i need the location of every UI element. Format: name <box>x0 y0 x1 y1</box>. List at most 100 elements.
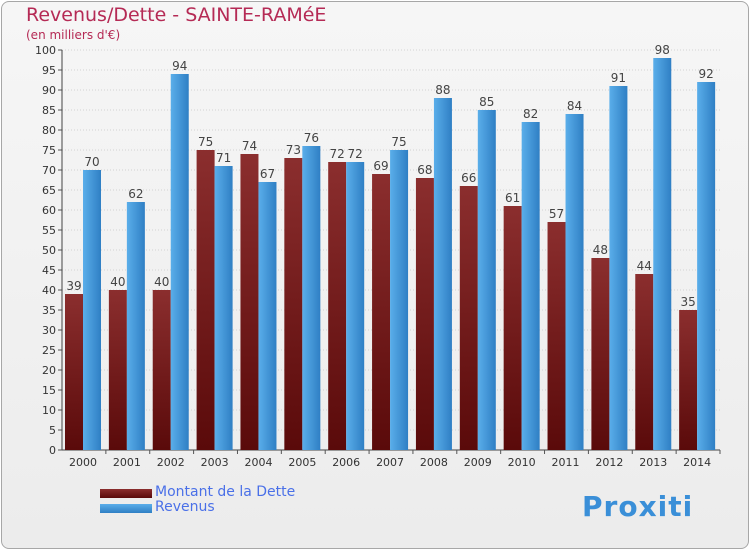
y-tick-label: 25 <box>42 344 56 357</box>
data-label-revenus: 85 <box>479 95 494 109</box>
data-label-dette: 40 <box>110 275 125 289</box>
data-label-dette: 57 <box>549 207 564 221</box>
bar-dette <box>547 222 566 450</box>
y-tick-label: 65 <box>42 184 56 197</box>
bar-dette <box>65 294 83 450</box>
y-tick-label: 10 <box>42 404 56 417</box>
bar-dette <box>152 290 171 450</box>
y-tick-label: 80 <box>42 124 56 137</box>
x-tick-label: 2009 <box>464 456 492 469</box>
x-tick-label: 2012 <box>595 456 623 469</box>
bar-revenus <box>697 82 716 450</box>
data-label-dette: 48 <box>593 243 608 257</box>
x-tick-label: 2004 <box>244 456 272 469</box>
x-tick-label: 2005 <box>288 456 316 469</box>
bars <box>65 58 716 450</box>
bar-dette <box>679 310 698 450</box>
bar-dette <box>328 162 347 450</box>
data-label-revenus: 84 <box>567 99 582 113</box>
data-label-revenus: 82 <box>523 107 538 121</box>
bar-revenus <box>565 114 584 450</box>
x-tick-label: 2007 <box>376 456 404 469</box>
data-label-revenus: 91 <box>611 71 626 85</box>
y-tick-label: 50 <box>42 244 56 257</box>
bar-revenus <box>302 146 321 450</box>
x-tick-label: 2006 <box>332 456 360 469</box>
y-tick-label: 15 <box>42 384 56 397</box>
y-tick-label: 90 <box>42 84 56 97</box>
x-tick-label: 2000 <box>69 456 97 469</box>
y-tick-label: 35 <box>42 304 56 317</box>
data-label-revenus: 75 <box>391 135 406 149</box>
data-label-revenus: 92 <box>698 67 713 81</box>
x-tick-label: 2001 <box>113 456 141 469</box>
data-label-dette: 35 <box>680 295 695 309</box>
data-label-dette: 39 <box>66 279 81 293</box>
x-tick-label: 2002 <box>157 456 185 469</box>
bar-dette <box>459 186 478 450</box>
data-label-dette: 69 <box>373 159 388 173</box>
bar-dette <box>415 178 434 450</box>
y-tick-label: 100 <box>35 44 56 57</box>
bar-revenus <box>126 202 145 450</box>
data-label-revenus: 76 <box>304 131 319 145</box>
data-label-dette: 72 <box>330 147 345 161</box>
bar-revenus <box>433 98 452 450</box>
y-tick-label: 95 <box>42 64 56 77</box>
y-tick-label: 20 <box>42 364 56 377</box>
bar-revenus <box>653 58 672 450</box>
bar-dette <box>284 158 303 450</box>
data-label-revenus: 94 <box>172 59 187 73</box>
data-label-revenus: 70 <box>84 155 99 169</box>
legend-swatch-revenus <box>100 504 152 513</box>
y-tick-label: 70 <box>42 164 56 177</box>
data-label-revenus: 71 <box>216 151 231 165</box>
x-tick-label: 2013 <box>639 456 667 469</box>
data-label-dette: 73 <box>286 143 301 157</box>
x-tick-label: 2003 <box>201 456 229 469</box>
data-label-dette: 61 <box>505 191 520 205</box>
bar-revenus <box>609 86 628 450</box>
data-label-revenus: 98 <box>655 43 670 57</box>
bar-revenus <box>390 150 409 450</box>
legend-swatch-dette <box>100 489 152 498</box>
bar-revenus <box>521 122 540 450</box>
y-tick-label: 5 <box>49 424 56 437</box>
data-label-dette: 74 <box>242 139 257 153</box>
y-tick-label: 85 <box>42 104 56 117</box>
data-label-dette: 44 <box>637 259 652 273</box>
bar-dette <box>372 174 391 450</box>
bar-revenus <box>170 74 189 450</box>
bar-revenus <box>477 110 496 450</box>
x-tick-label: 2014 <box>683 456 711 469</box>
bar-dette <box>108 290 127 450</box>
data-label-revenus: 62 <box>128 187 143 201</box>
data-label-dette: 40 <box>154 275 169 289</box>
proxiti-logo: Proxiti <box>582 490 694 523</box>
x-tick-label: 2010 <box>508 456 536 469</box>
data-label-dette: 66 <box>461 171 476 185</box>
bar-dette <box>196 150 215 450</box>
bar-revenus <box>346 162 365 450</box>
x-tick-label: 2008 <box>420 456 448 469</box>
bar-dette <box>635 274 654 450</box>
bar-dette <box>591 258 610 450</box>
y-tick-label: 30 <box>42 324 56 337</box>
y-tick-label: 45 <box>42 264 56 277</box>
bar-revenus <box>83 170 101 450</box>
data-label-dette: 75 <box>198 135 213 149</box>
y-tick-label: 0 <box>49 444 56 457</box>
bar-revenus <box>258 182 277 450</box>
y-tick-label: 55 <box>42 224 56 237</box>
data-label-revenus: 67 <box>260 167 275 181</box>
y-tick-label: 40 <box>42 284 56 297</box>
legend-label-dette: Montant de la Dette <box>155 484 296 500</box>
chart-title: Revenus/Dette - SAINTE-RAMéE <box>26 4 327 26</box>
y-tick-label: 75 <box>42 144 56 157</box>
axes: 0 5 10 15 20 25 30 35 40 45 50 55 60 65 70 75 80 85 90 95 10… <box>35 44 721 469</box>
bar-revenus <box>214 166 233 450</box>
data-label-dette: 68 <box>417 163 432 177</box>
chart-subtitle: (en milliers d'€) <box>26 28 121 42</box>
